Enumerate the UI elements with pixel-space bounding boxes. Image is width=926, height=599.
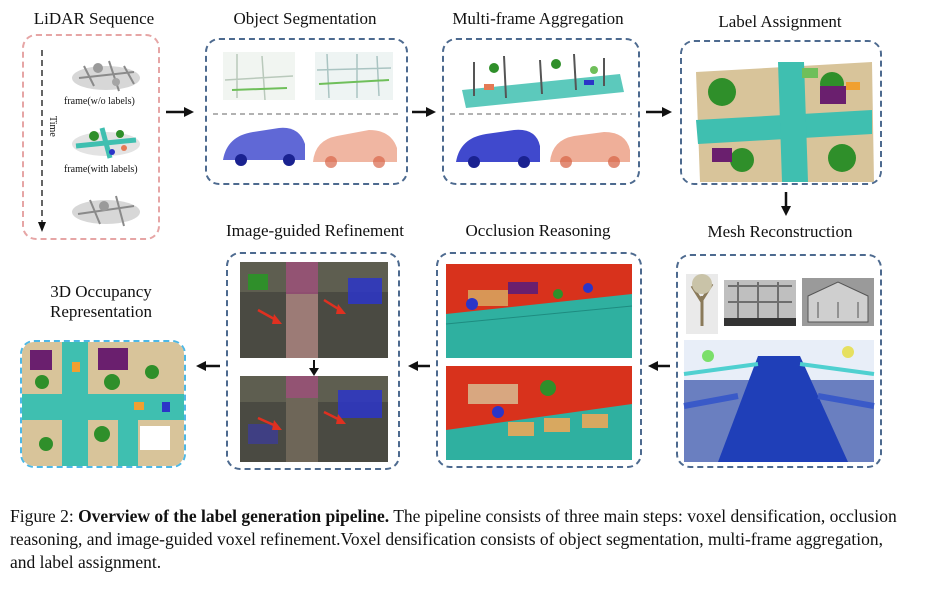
mesh-tree-sample: [686, 274, 718, 334]
mesh-reconstruction-box: [676, 254, 882, 468]
title-object-segmentation: Object Segmentation: [233, 9, 377, 28]
arrow-refinement-to-occupancy: [196, 361, 220, 371]
caption-body: The pipeline consists of three main step…: [10, 506, 897, 572]
title-label-assignment: Label Assignment: [718, 12, 842, 31]
occupancy-map: [22, 342, 184, 466]
lidar-frame-unlabeled-2: [72, 195, 140, 227]
caption-bold-title: Overview of the label generation pipelin…: [78, 506, 390, 526]
arrow-assignment-to-mesh: [781, 192, 791, 216]
frame-without-labels-label: frame(w/o labels): [64, 96, 135, 107]
lidar-frame-unlabeled-1: [72, 60, 140, 92]
multi-frame-aggregation-box: [442, 38, 640, 185]
segmented-static-cloud-right: [315, 52, 393, 100]
arrow-mesh-to-occlusion: [648, 361, 670, 371]
pipeline-arrows: [166, 107, 791, 371]
aggregated-car-blue: [456, 129, 540, 168]
aggregated-static-cloud: [462, 53, 624, 108]
image-guided-refinement-box: [226, 252, 400, 470]
arrow-aggregation-to-assignment: [646, 107, 672, 117]
lidar-sequence-box: Time frame(w/o labels) frame(with labels…: [22, 34, 160, 240]
title-lidar-sequence: LiDAR Sequence: [33, 9, 155, 28]
arrow-lidar-to-segmentation: [166, 107, 194, 117]
arrow-segmentation-to-aggregation: [412, 107, 436, 117]
title-occlusion-reasoning: Occlusion Reasoning: [465, 221, 611, 240]
occupancy-representation-box: [20, 340, 186, 468]
occlusion-view-bottom: [446, 366, 632, 460]
arrow-occlusion-to-refinement: [408, 361, 430, 371]
segmented-car-orange: [313, 130, 397, 168]
title-3d-occupancy: 3D Occupancy: [50, 282, 152, 301]
occlusion-reasoning-box: [436, 252, 642, 468]
title-mesh-reconstruction: Mesh Reconstruction: [707, 222, 853, 241]
figure-caption: Figure 2: Overview of the label generati…: [10, 505, 910, 574]
refinement-before-image: [240, 262, 388, 358]
mesh-building-sample: [802, 278, 874, 326]
refinement-down-arrow: [309, 360, 319, 376]
lidar-frame-labeled: [72, 127, 140, 159]
object-segmentation-box: [205, 38, 408, 185]
time-arrowhead: [38, 222, 46, 232]
title-multi-frame-aggregation: Multi-frame Aggregation: [452, 9, 624, 28]
segmented-car-blue: [223, 127, 305, 166]
title-representation: Representation: [50, 302, 152, 321]
mesh-scene-reconstruction: [683, 340, 875, 462]
label-assignment-box: [680, 40, 882, 185]
aggregated-car-orange: [550, 132, 630, 168]
title-image-guided-refinement: Image-guided Refinement: [226, 221, 404, 240]
refinement-after-image: [240, 376, 388, 462]
mesh-fence-sample: [724, 280, 796, 326]
caption-prefix: Figure 2:: [10, 506, 79, 526]
frame-with-labels-label: frame(with labels): [64, 164, 138, 175]
segmented-static-cloud-left: [223, 52, 295, 101]
label-assignment-map: [682, 42, 880, 183]
occlusion-view-top: [445, 264, 633, 358]
